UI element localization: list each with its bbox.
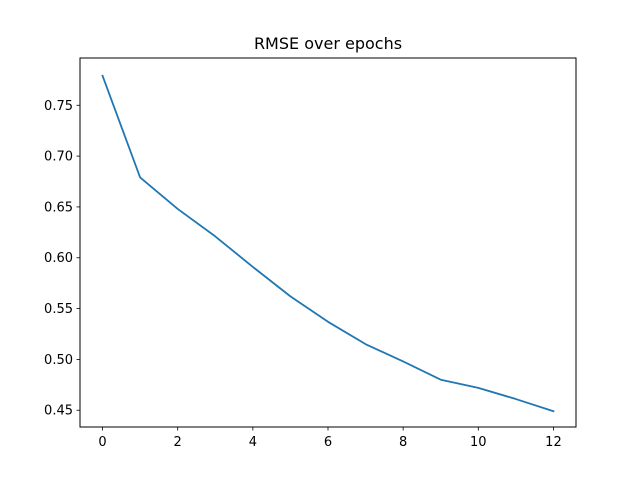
y-axis: 0.45 0.50 0.55 0.60 0.65 0.70 0.75 xyxy=(44,99,80,419)
x-tick-label: 4 xyxy=(249,435,257,450)
y-tick-label: 0.65 xyxy=(44,200,73,215)
x-tick-label: 6 xyxy=(324,435,332,450)
y-tick-label: 0.45 xyxy=(44,404,73,419)
x-tick-label: 8 xyxy=(399,435,407,450)
y-tick-label: 0.70 xyxy=(44,150,73,165)
x-axis: 0 2 4 6 8 10 12 xyxy=(98,427,562,450)
x-tick-label: 0 xyxy=(98,435,106,450)
y-tick-label: 0.75 xyxy=(44,99,73,114)
plot-frame xyxy=(79,57,577,428)
y-tick-label: 0.50 xyxy=(44,353,73,368)
y-tick-label: 0.60 xyxy=(44,251,73,266)
x-tick-label: 10 xyxy=(470,435,487,450)
x-tick-label: 12 xyxy=(545,435,562,450)
series-layer xyxy=(101,74,555,413)
series-line xyxy=(101,74,555,413)
chart-title: RMSE over epochs xyxy=(254,34,402,53)
x-tick-label: 2 xyxy=(174,435,182,450)
y-tick-label: 0.55 xyxy=(44,302,73,317)
